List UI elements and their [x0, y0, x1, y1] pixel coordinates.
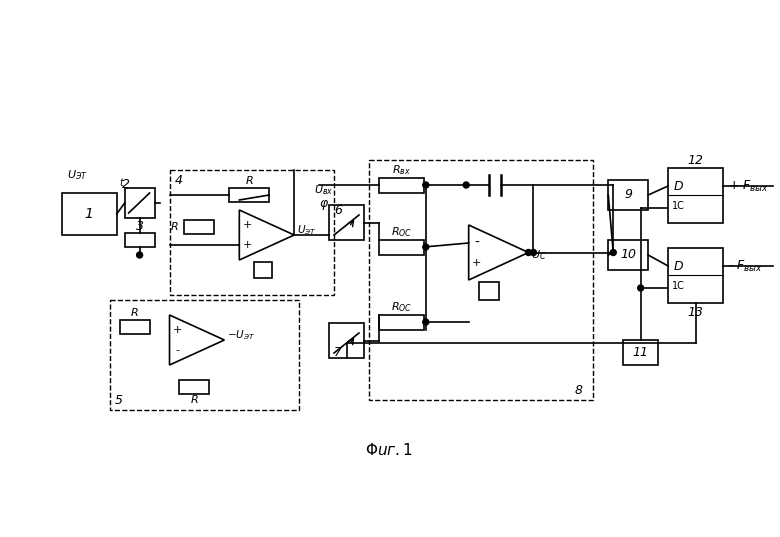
Text: R: R	[190, 395, 198, 405]
Text: R: R	[246, 176, 254, 186]
Text: $U_{\mathit{ЭТ}}$: $U_{\mathit{ЭТ}}$	[67, 168, 87, 182]
Text: - $F_{\mathit{вых}}$: - $F_{\mathit{вых}}$	[728, 258, 763, 273]
Text: 9: 9	[624, 188, 633, 201]
Text: 8: 8	[574, 383, 583, 396]
Bar	[369, 160, 594, 400]
Text: $R_{\mathit{вх}}$: $R_{\mathit{вх}}$	[392, 163, 411, 177]
Bar	[185, 220, 214, 234]
Text: 1: 1	[85, 207, 94, 221]
Circle shape	[423, 244, 429, 250]
Bar	[379, 178, 424, 193]
Text: 11: 11	[633, 346, 649, 359]
Text: + $F_{\mathit{вых}}$: + $F_{\mathit{вых}}$	[728, 178, 769, 193]
Bar	[668, 168, 723, 223]
Text: 5: 5	[115, 394, 122, 407]
Text: 1C: 1C	[672, 201, 685, 211]
Text: +: +	[472, 258, 481, 268]
Text: $U_{\mathit{вх}}$: $U_{\mathit{вх}}$	[314, 183, 334, 197]
Bar	[379, 240, 424, 255]
Circle shape	[136, 252, 143, 258]
Text: -: -	[176, 345, 179, 355]
Text: 6: 6	[334, 204, 342, 216]
Text: D: D	[673, 259, 683, 272]
Bar	[329, 323, 364, 358]
Text: $R_{\mathit{ОС}}$: $R_{\mathit{ОС}}$	[391, 300, 412, 314]
Bar	[254, 262, 272, 278]
Bar	[668, 248, 723, 303]
Text: 10: 10	[620, 249, 636, 262]
Bar	[119, 320, 150, 334]
Text: t: t	[119, 178, 123, 188]
Text: D: D	[673, 179, 683, 192]
Text: $U_{\mathit{ЭТ}}$: $U_{\mathit{ЭТ}}$	[297, 223, 317, 237]
Bar	[623, 340, 658, 365]
Bar	[608, 240, 648, 270]
Bar	[125, 188, 154, 218]
Text: +: +	[243, 240, 252, 250]
Circle shape	[423, 319, 429, 325]
Bar	[608, 180, 648, 210]
Circle shape	[423, 182, 429, 188]
Circle shape	[610, 250, 616, 256]
Text: 4: 4	[175, 173, 183, 186]
Text: $\varphi$: $\varphi$	[319, 198, 329, 212]
Text: $\Phi u\mathit{г}.1$: $\Phi u\mathit{г}.1$	[365, 442, 413, 458]
Text: $-U_{\mathit{ЭТ}}$: $-U_{\mathit{ЭТ}}$	[227, 328, 256, 342]
Bar	[62, 193, 117, 235]
Text: 2: 2	[122, 178, 129, 192]
Bar	[169, 170, 334, 295]
Text: +: +	[173, 325, 183, 335]
Circle shape	[638, 285, 644, 291]
Text: R: R	[171, 222, 179, 232]
Circle shape	[530, 250, 537, 256]
Text: 7: 7	[334, 346, 342, 359]
Circle shape	[526, 250, 531, 256]
Text: $R_{\mathit{ОС}}$: $R_{\mathit{ОС}}$	[391, 225, 412, 239]
Bar	[329, 205, 364, 240]
Text: +: +	[243, 220, 252, 230]
Text: 12: 12	[687, 154, 704, 166]
Bar	[110, 300, 300, 410]
Circle shape	[463, 182, 470, 188]
Text: 3: 3	[136, 220, 144, 233]
Text: -: -	[474, 236, 479, 250]
Text: $U_{\mathit{С}}$: $U_{\mathit{С}}$	[531, 249, 547, 263]
Bar	[379, 315, 424, 330]
Text: R: R	[131, 308, 139, 318]
Bar	[479, 282, 498, 300]
Bar	[125, 233, 154, 247]
Bar	[179, 380, 209, 394]
Bar	[229, 188, 269, 202]
Text: 13: 13	[687, 307, 704, 320]
Text: 1C: 1C	[672, 281, 685, 291]
